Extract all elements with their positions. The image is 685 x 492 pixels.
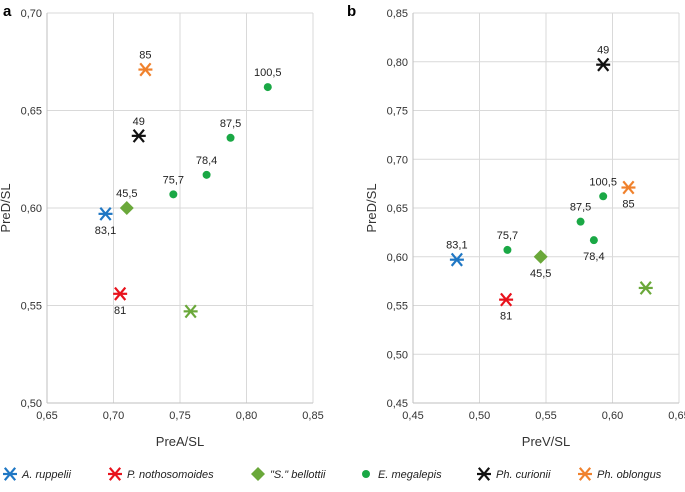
legend-marker-s_bellottii (251, 467, 265, 481)
legend-label: E. megalepis (378, 469, 442, 481)
data-point-e_megalepis (202, 170, 211, 179)
y-tick-label: 0,80 (387, 57, 408, 69)
panel-label: a (3, 3, 12, 20)
x-tick-label: 0,65 (36, 410, 57, 422)
data-label: 75,7 (497, 230, 518, 242)
x-axis-label: PreA/SL (156, 434, 204, 449)
y-tick-label: 0,55 (21, 301, 42, 313)
data-label: 85 (622, 199, 634, 211)
y-axis-label: PreD/SL (364, 183, 379, 232)
legend-marker-p_nothosomoides (108, 467, 122, 481)
data-label: 83,1 (446, 240, 467, 252)
data-point-p_nothosomoides (113, 286, 128, 301)
x-tick-label: 0,70 (103, 410, 124, 422)
y-tick-label: 0,50 (21, 398, 42, 410)
y-tick-label: 0,60 (387, 252, 408, 264)
data-label: 81 (114, 305, 126, 317)
data-point-s_bellottii (638, 281, 653, 295)
legend-label: Ph. oblongus (597, 469, 662, 481)
x-tick-label: 0,85 (302, 410, 323, 422)
y-tick-label: 0,45 (387, 398, 408, 410)
data-point-ph_oblongus (138, 62, 153, 77)
data-label: 81 (500, 311, 512, 323)
x-tick-label: 0,45 (402, 410, 423, 422)
y-tick-label: 0,75 (387, 106, 408, 118)
y-tick-label: 0,70 (387, 154, 408, 166)
data-point-e_megalepis (226, 133, 235, 142)
data-label: 100,5 (254, 67, 282, 79)
data-point-e_megalepis (169, 190, 178, 199)
data-point-ph_oblongus (621, 180, 636, 195)
legend-label: P. nothosomoides (127, 469, 214, 481)
legend-marker-e_megalepis (362, 470, 370, 478)
data-point-s_bellottii (183, 304, 198, 319)
panel-a-chart: 0,65 0,70 0,75 0,80 0,85 0,50 0,55 0,60 0,65 0,70… (0, 3, 324, 449)
x-tick-label: 0,75 (169, 410, 190, 422)
y-tick-label: 0,85 (387, 8, 408, 20)
legend-marker-a_ruppelii (3, 467, 17, 481)
data-label: 45,5 (530, 268, 551, 280)
y-tick-label: 0,65 (387, 203, 408, 215)
data-label: 78,4 (196, 155, 217, 167)
data-label: 49 (597, 45, 609, 57)
data-label: 87,5 (570, 202, 591, 214)
data-point-ph_curionii (131, 128, 146, 143)
legend: A. ruppelii P. nothosomoides "S." bellotti… (3, 467, 662, 481)
data-label: 100,5 (589, 176, 617, 188)
panel-label: b (347, 3, 356, 20)
y-tick-label: 0,70 (21, 8, 42, 20)
x-tick-label: 0,55 (535, 410, 556, 422)
data-point-a_ruppelii (98, 206, 113, 221)
data-label: 49 (133, 116, 145, 128)
y-tick-label: 0,55 (387, 301, 408, 313)
data-point-e_megalepis (589, 236, 598, 245)
y-axis-label: PreD/SL (0, 183, 13, 232)
y-tick-label: 0,50 (387, 349, 408, 361)
legend-label: A. ruppelii (21, 469, 71, 481)
data-label: 83,1 (95, 225, 116, 237)
data-point-e_megalepis (503, 245, 512, 254)
y-tick-label: 0,65 (21, 106, 42, 118)
data-label: 87,5 (220, 118, 241, 130)
data-point-e_megalepis (263, 83, 272, 92)
legend-marker-ph_curionii (477, 467, 491, 481)
data-label: 85 (139, 50, 151, 62)
legend-label: "S." bellottii (270, 469, 326, 481)
legend-label: Ph. curionii (496, 469, 551, 481)
x-tick-label: 0,50 (469, 410, 490, 422)
data-point-e_megalepis (576, 217, 585, 226)
x-tick-label: 0,65 (668, 410, 685, 422)
x-tick-label: 0,80 (236, 410, 257, 422)
x-tick-label: 0,60 (602, 410, 623, 422)
data-point-a_ruppelii (449, 252, 464, 267)
data-label: 75,7 (163, 174, 184, 186)
data-point-p_nothosomoides (499, 292, 514, 307)
data-label: 45,5 (116, 188, 137, 200)
data-point-s_bellottii (119, 201, 134, 215)
data-label: 78,4 (583, 251, 604, 263)
data-point-ph_curionii (596, 57, 611, 72)
y-tick-label: 0,60 (21, 203, 42, 215)
panel-b-chart: 0,45 0,50 0,55 0,60 0,65 0,45 0,50 0,55 0,60 0,65… (347, 3, 685, 449)
data-point-s_bellottii (533, 249, 548, 264)
data-point-e_megalepis (599, 192, 608, 201)
x-axis-label: PreV/SL (522, 434, 570, 449)
legend-marker-ph_oblongus (578, 467, 592, 481)
